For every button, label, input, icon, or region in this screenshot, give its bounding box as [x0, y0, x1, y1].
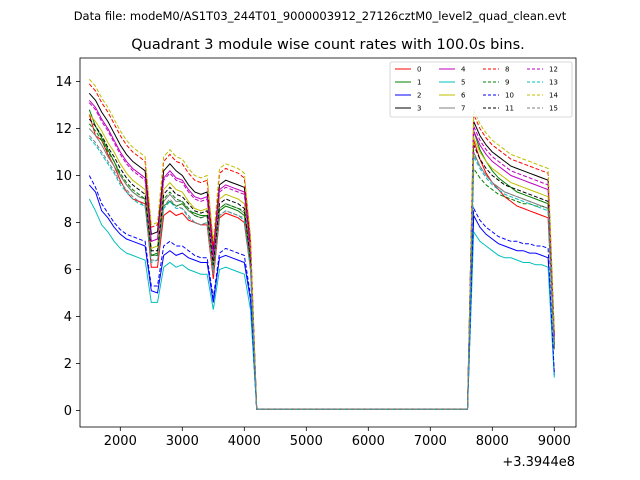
x-axis: 2000 3000 4000 5000 6000 7000 8000 9000 [104, 427, 571, 449]
y-tick-label: 2 [64, 357, 72, 372]
axes-background [80, 58, 576, 427]
chart-title: Quadrant 3 module wise count rates with … [131, 37, 525, 53]
x-tick-label: 2000 [104, 434, 137, 449]
legend-label-0: 0 [417, 66, 421, 74]
series-line-11 [88, 118, 555, 410]
series-line-13 [88, 137, 555, 410]
axes-frame [79, 57, 577, 428]
y-tick-label: 14 [55, 75, 72, 90]
legend-label-15: 15 [549, 105, 558, 113]
y-tick-label: 4 [64, 310, 72, 325]
legend-label-9: 9 [505, 79, 509, 87]
legend-label-10: 10 [505, 92, 514, 100]
legend-label-6: 6 [461, 92, 466, 100]
x-tick-label: 9000 [538, 434, 571, 449]
x-tick-label: 8000 [476, 434, 509, 449]
legend-label-3: 3 [417, 105, 421, 113]
legend-label-12: 12 [549, 66, 558, 74]
x-tick-label: 7000 [414, 434, 447, 449]
legend-label-11: 11 [505, 105, 514, 113]
legend-label-13: 13 [549, 79, 558, 87]
legend-label-5: 5 [461, 79, 465, 87]
series-layer [88, 78, 555, 410]
y-tick-label: 6 [64, 263, 72, 278]
legend-label-7: 7 [461, 105, 465, 113]
legend-label-4: 4 [461, 66, 466, 74]
data-file-label: Data file: modeM0/AS1T03_244T01_90000039… [74, 9, 567, 23]
y-axis: 0 2 4 6 8 10 12 14 [55, 75, 80, 419]
y-tick-label: 0 [64, 404, 72, 419]
x-tick-label: 5000 [290, 434, 323, 449]
legend-label-1: 1 [417, 79, 421, 87]
legend-label-14: 14 [549, 92, 558, 100]
legend-frame [389, 61, 573, 118]
x-offset-text: +3.3944e8 [502, 455, 575, 470]
y-tick-label: 12 [55, 122, 72, 137]
x-tick-label: 6000 [352, 434, 385, 449]
legend-label-2: 2 [417, 92, 421, 100]
x-tick-label: 4000 [228, 434, 261, 449]
plot-area [79, 57, 577, 428]
y-tick-label: 8 [64, 216, 72, 231]
x-tick-label: 3000 [166, 434, 199, 449]
series-line-15 [88, 135, 555, 410]
y-tick-label: 10 [55, 169, 72, 184]
legend-label-8: 8 [505, 66, 509, 74]
